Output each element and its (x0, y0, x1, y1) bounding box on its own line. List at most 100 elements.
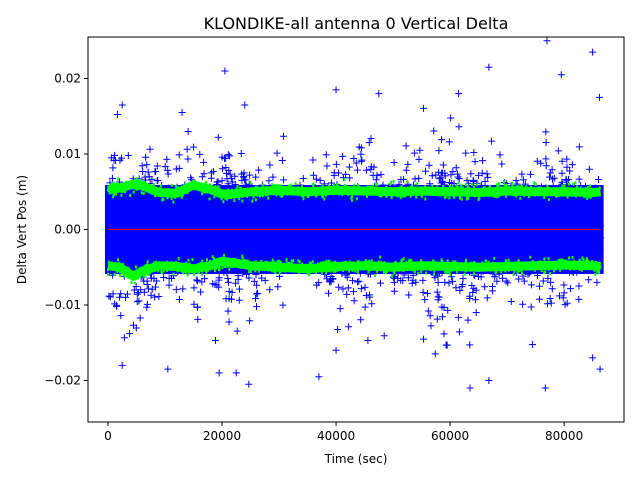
scatter-point (580, 202, 588, 210)
green-upper-envelope-sample (330, 191, 333, 195)
scatter-point (345, 323, 353, 331)
scatter-point (452, 246, 460, 254)
scatter-point (194, 251, 202, 259)
scatter-point (470, 148, 478, 156)
scatter-point (415, 248, 423, 256)
green-lower-envelope-sample (107, 260, 110, 264)
green-lower-envelope-sample (134, 281, 137, 285)
green-lower-envelope-sample (547, 267, 550, 271)
scatter-point (487, 241, 495, 249)
green-upper-envelope-sample (326, 191, 328, 195)
scatter-point (575, 240, 583, 248)
scatter-point (570, 214, 578, 222)
green-upper-envelope-sample (393, 189, 396, 193)
green-lower-envelope-sample (328, 259, 331, 263)
green-upper-envelope-sample (353, 191, 356, 195)
green-lower-envelope-sample (290, 262, 293, 266)
green-lower-envelope-sample (446, 259, 449, 263)
green-upper-envelope-sample (362, 187, 364, 191)
scatter-point (439, 221, 447, 229)
scatter-point (258, 213, 266, 221)
green-lower-envelope-sample (517, 265, 520, 269)
scatter-point (441, 172, 449, 180)
scatter-point (125, 255, 133, 263)
scatter-point (424, 251, 432, 259)
green-lower-envelope-sample (124, 274, 127, 278)
scatter-point (194, 205, 202, 213)
scatter-point (452, 284, 460, 292)
green-lower-envelope-sample (382, 270, 385, 274)
scatter-point (119, 241, 127, 249)
scatter-point (147, 210, 155, 218)
scatter-point (495, 208, 503, 216)
scatter-point (478, 230, 486, 238)
green-upper-envelope-sample (378, 194, 381, 198)
green-lower-envelope-sample (285, 263, 288, 267)
scatter-point (252, 200, 260, 208)
scatter-point (523, 235, 531, 243)
scatter-point (189, 211, 197, 219)
scatter-point (212, 197, 220, 205)
green-upper-envelope-sample (416, 182, 419, 186)
scatter-point-outlier (485, 63, 493, 71)
scatter-point (575, 295, 583, 303)
scatter-point (208, 215, 216, 223)
scatter-point (224, 151, 232, 159)
green-lower-envelope-sample (146, 260, 149, 264)
green-lower-envelope-sample (376, 265, 379, 269)
scatter-point (405, 236, 413, 244)
green-lower-envelope-sample (215, 260, 218, 264)
scatter-point (345, 163, 353, 171)
green-lower-envelope-sample (155, 260, 158, 264)
green-upper-envelope-sample (195, 186, 198, 190)
scatter-point (105, 235, 113, 243)
scatter-point (253, 281, 261, 289)
green-upper-envelope-sample (437, 187, 440, 191)
green-upper-envelope-sample (241, 194, 244, 198)
scatter-point (426, 180, 434, 188)
green-lower-envelope-sample (209, 264, 212, 268)
scatter-point (272, 220, 280, 228)
green-lower-envelope-sample (228, 267, 231, 271)
scatter-point (568, 239, 576, 247)
scatter-point (519, 176, 527, 184)
scatter-point (597, 234, 605, 242)
green-upper-envelope-sample (178, 189, 181, 193)
green-lower-envelope-sample (449, 267, 452, 271)
green-upper-envelope-sample (583, 187, 586, 191)
scatter-point (591, 205, 599, 213)
green-upper-envelope-sample (218, 188, 221, 191)
scatter-point (181, 253, 189, 261)
green-lower-envelope-sample (582, 258, 585, 262)
green-upper-envelope-sample (445, 191, 448, 195)
green-upper-envelope-sample (259, 194, 261, 198)
green-lower-envelope-sample (326, 269, 329, 273)
scatter-point (430, 201, 438, 209)
scatter-point (349, 277, 357, 285)
scatter-point (560, 281, 568, 289)
green-lower-envelope-sample (148, 264, 150, 268)
scatter-point (333, 248, 341, 256)
scatter-point (447, 247, 455, 255)
scatter-point (322, 151, 330, 159)
green-lower-envelope-sample (162, 269, 165, 273)
scatter-point (357, 245, 365, 253)
green-lower-envelope-sample (593, 268, 596, 272)
scatter-point (225, 166, 233, 174)
scatter-point (512, 176, 520, 184)
scatter-point (344, 229, 352, 237)
green-lower-envelope-sample (238, 264, 240, 268)
x-tick-label: 0 (104, 429, 112, 443)
scatter-point (346, 174, 354, 182)
scatter-point (166, 210, 174, 218)
scatter-point (423, 289, 431, 297)
green-lower-envelope-sample (523, 267, 526, 271)
scatter-point (151, 168, 159, 176)
green-upper-envelope-sample (111, 182, 114, 186)
scatter-point (488, 227, 496, 235)
scatter-point (357, 150, 365, 158)
scatter-point (104, 206, 112, 214)
green-lower-envelope-sample (573, 265, 576, 269)
scatter-point (321, 255, 329, 263)
scatter-point-outlier (241, 101, 249, 109)
